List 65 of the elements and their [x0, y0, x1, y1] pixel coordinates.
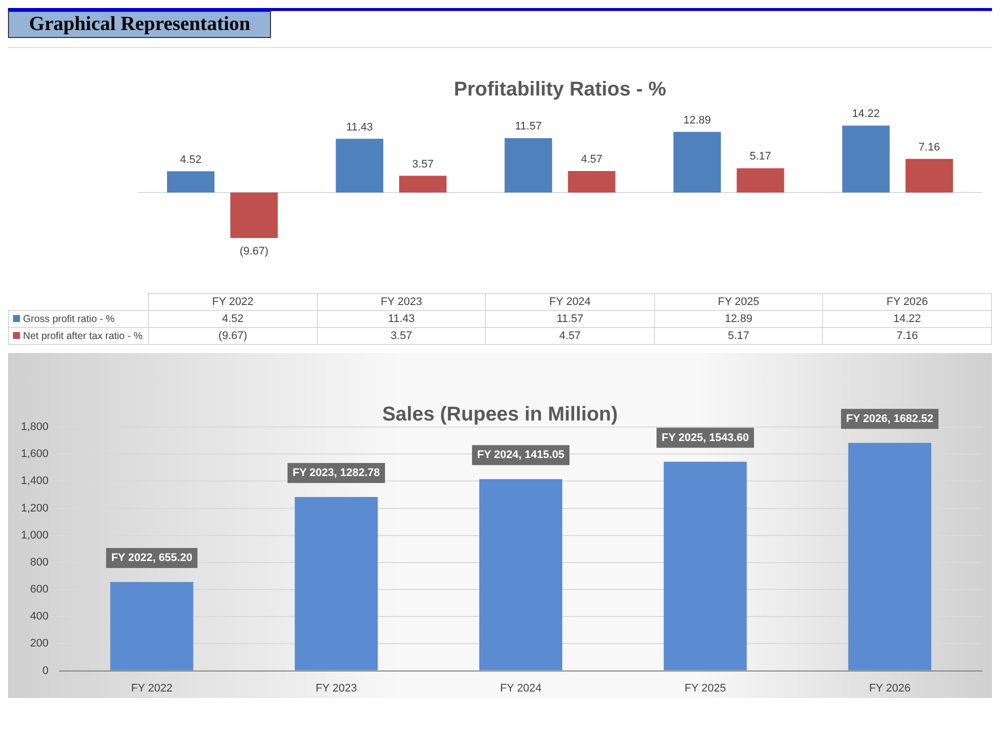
y-tick-label: 800	[30, 556, 49, 568]
bar	[110, 582, 194, 670]
bar	[167, 171, 214, 192]
text: 4.57	[580, 154, 602, 166]
bar	[848, 442, 932, 670]
data-label: FY 2025, 1543.60	[662, 432, 749, 444]
bar	[399, 176, 447, 192]
bar	[479, 479, 562, 670]
text: 11.43	[346, 121, 373, 134]
bar	[906, 158, 953, 192]
text: 11.57	[514, 120, 542, 133]
data-label: 4.57	[486, 328, 654, 344]
x-tick-label: FY 2025	[684, 682, 726, 694]
chart-title: Profitability Ratios - %	[454, 78, 666, 101]
x-tick-label: FY 2023	[316, 682, 357, 694]
data-label: 4.52	[148, 310, 318, 328]
bar	[294, 497, 378, 670]
text: 5.17	[750, 150, 772, 163]
x-tick-label: FY 2025	[654, 294, 823, 310]
bar	[664, 462, 747, 670]
x-tick-label: FY 2022	[148, 294, 318, 310]
data-label: 14.22	[822, 310, 992, 328]
y-tick-label: 1,600	[20, 448, 49, 460]
legend-label: Net profit after tax ratio - %	[23, 330, 142, 342]
text: 14.22	[852, 108, 880, 120]
y-tick-label: 1,200	[20, 502, 49, 514]
data-label: FY 2022, 655.20	[111, 552, 192, 564]
text: 12.89	[683, 114, 711, 126]
data-label: 12.89	[654, 310, 823, 328]
y-tick-label: 1,000	[20, 529, 49, 542]
x-tick-label: FY 2026	[822, 294, 992, 310]
y-tick-label: 600	[30, 584, 49, 596]
text: (9.67)	[240, 245, 268, 258]
data-label: FY 2023, 1282.78	[292, 467, 380, 480]
y-tick-label: 400	[30, 610, 49, 623]
bar	[568, 171, 616, 192]
chart-title: Sales (Rupees in Million)	[382, 404, 618, 426]
x-tick-label: FY 2022	[131, 682, 172, 694]
data-label: 7.16	[822, 328, 992, 344]
x-tick-label: FY 2024	[486, 294, 654, 310]
bar	[230, 192, 278, 238]
bar	[504, 138, 552, 192]
data-label: (9.67)	[148, 328, 318, 344]
x-tick-label: FY 2024	[500, 682, 542, 694]
data-label: 11.43	[317, 310, 486, 328]
text: 3.57	[412, 158, 434, 170]
text: Graphical Representation	[8, 11, 272, 38]
data-label: 11.57	[486, 310, 654, 328]
bar	[336, 138, 384, 192]
x-tick-label: FY 2023	[317, 294, 486, 310]
bar	[673, 132, 721, 192]
y-tick-label: 0	[42, 664, 49, 677]
x-tick-label: FY 2026	[869, 682, 910, 694]
bar	[736, 168, 784, 192]
text: 4.52	[180, 154, 202, 166]
y-tick-label: 1,800	[20, 421, 49, 434]
data-label: 5.17	[654, 328, 823, 344]
text: 7.16	[918, 141, 940, 154]
legend-label: Gross profit ratio - %	[23, 314, 115, 324]
data-label: FY 2026, 1682.52	[846, 412, 934, 425]
y-tick-label: 200	[30, 638, 49, 650]
data-label: 3.57	[317, 328, 486, 344]
bar	[842, 126, 890, 192]
y-tick-label: 1,400	[20, 475, 49, 488]
data-label: FY 2024, 1415.05	[477, 449, 564, 462]
